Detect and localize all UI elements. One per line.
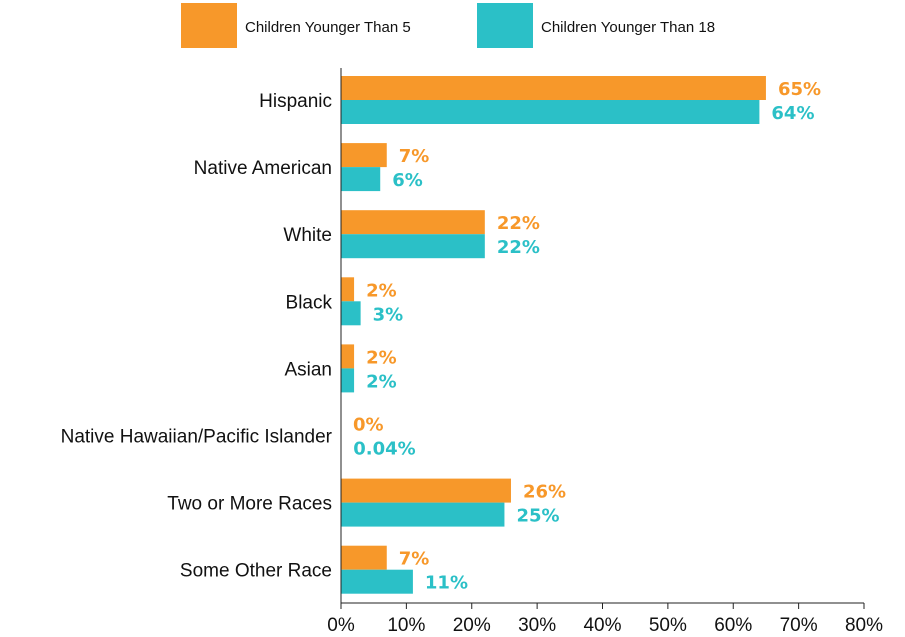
category-label-6: Native Hawaiian/Pacific Islander xyxy=(61,427,333,448)
value-label-1-6: 0% xyxy=(353,415,384,436)
category-label-3: White xyxy=(283,225,332,246)
x-tick-label-6: 50% xyxy=(649,615,687,636)
bar-1-5 xyxy=(341,344,355,369)
value-label-2-3: 22% xyxy=(497,237,540,258)
bar-1-2 xyxy=(341,143,387,168)
value-label-2-6: 0.04% xyxy=(353,439,415,460)
category-label-2: Native American xyxy=(194,158,332,179)
value-label-1-2: 7% xyxy=(399,146,430,167)
value-label-1-3: 22% xyxy=(497,213,540,234)
value-label-2-5: 2% xyxy=(366,371,397,392)
bar-1-7 xyxy=(341,478,511,503)
value-label-1-7: 26% xyxy=(523,482,566,503)
value-label-2-4: 3% xyxy=(373,304,404,325)
bar-1-3 xyxy=(341,210,485,235)
value-label-2-1: 64% xyxy=(771,103,814,124)
x-tick-label-7: 60% xyxy=(714,615,752,636)
bar-2-4 xyxy=(341,301,361,326)
value-label-2-7: 25% xyxy=(516,506,559,527)
value-label-1-4: 2% xyxy=(366,280,397,301)
x-tick-label-3: 20% xyxy=(453,615,491,636)
bar-2-1 xyxy=(341,100,760,124)
bar-2-3 xyxy=(341,234,485,259)
bar-1-4 xyxy=(341,277,355,302)
legend: Children Younger Than 5 Children Younger … xyxy=(181,3,715,48)
category-labels: Hispanic Native American White Black Asian Na… xyxy=(61,91,333,582)
category-label-8: Some Other Race xyxy=(180,561,332,582)
bar-2-5 xyxy=(341,368,355,393)
category-label-5: Asian xyxy=(284,359,332,380)
legend-swatch-2 xyxy=(477,3,533,48)
x-tick-label-9: 80% xyxy=(845,615,883,636)
bar-1-1 xyxy=(341,76,766,100)
value-label-2-2: 6% xyxy=(392,170,423,191)
value-label-2-8: 11% xyxy=(425,573,468,594)
x-tick-label-4: 30% xyxy=(518,615,556,636)
legend-swatch-1 xyxy=(181,3,237,48)
bar-2-2 xyxy=(341,167,381,192)
x-tick-label-5: 40% xyxy=(583,615,621,636)
x-axis-ticks: 0% 10% 20% 30% 40% 50% 60% 70% 80% xyxy=(327,603,883,636)
category-label-7: Two or More Races xyxy=(167,494,332,515)
legend-label-1: Children Younger Than 5 xyxy=(245,19,411,36)
x-tick-label-8: 70% xyxy=(780,615,818,636)
legend-label-2: Children Younger Than 18 xyxy=(541,19,715,36)
x-tick-label-1: 0% xyxy=(327,615,355,636)
bars xyxy=(341,76,766,594)
x-tick-label-2: 10% xyxy=(387,615,425,636)
bar-1-8 xyxy=(341,545,387,570)
value-labels: 65% 64% 7% 6% 22% 22% 2% 3% 2% 2% 0% 0.04% 26% 25% 7% 1… xyxy=(353,79,821,594)
category-label-4: Black xyxy=(286,292,333,313)
bar-2-8 xyxy=(341,569,413,594)
category-label-1: Hispanic xyxy=(259,91,332,112)
value-label-1-5: 2% xyxy=(366,347,397,368)
bar-2-7 xyxy=(341,502,505,527)
value-label-1-1: 65% xyxy=(778,79,821,100)
value-label-1-8: 7% xyxy=(399,549,430,570)
